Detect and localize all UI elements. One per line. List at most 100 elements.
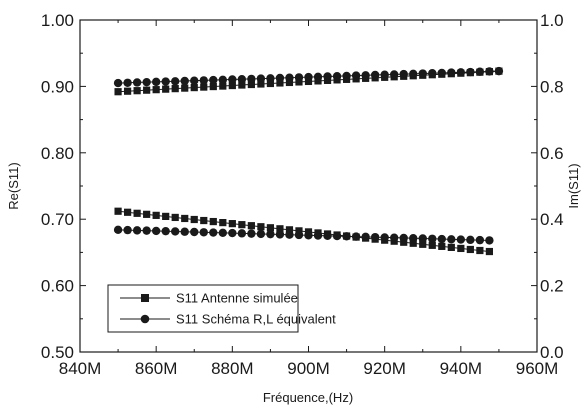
data-point-circle <box>275 73 285 83</box>
data-point-square <box>143 210 151 218</box>
data-point-circle <box>237 229 247 238</box>
data-point-circle <box>190 227 199 237</box>
data-point-square <box>152 86 160 94</box>
data-point-circle <box>190 76 199 85</box>
data-point-circle <box>389 70 399 79</box>
data-point-circle <box>142 226 151 235</box>
y-tick-label-left: 0.70 <box>41 210 74 229</box>
data-point-circle <box>409 69 418 79</box>
data-point-square <box>228 220 236 228</box>
x-tick-label: 860M <box>135 359 178 378</box>
data-point-square <box>114 88 122 96</box>
data-point-square <box>247 80 255 89</box>
y-tick-label-right: 0.0 <box>540 343 564 362</box>
data-point-circle <box>199 76 208 85</box>
y-tick-label-left: 0.90 <box>41 77 74 96</box>
x-tick-label: 960M <box>516 359 559 378</box>
data-point-circle <box>285 73 294 82</box>
data-point-circle <box>342 232 351 241</box>
data-point-square <box>285 78 294 87</box>
data-point-circle <box>256 74 266 83</box>
data-point-circle <box>428 234 437 243</box>
data-point-circle <box>380 233 389 242</box>
x-tick-label: 940M <box>440 359 483 378</box>
data-point-square <box>171 213 179 222</box>
data-point-circle <box>399 69 408 79</box>
data-point-circle <box>132 226 142 235</box>
data-point-square <box>285 226 294 234</box>
data-point-circle <box>209 228 218 237</box>
data-point-circle <box>399 233 408 243</box>
data-point-circle <box>294 73 304 82</box>
data-point-square <box>457 244 465 253</box>
data-point-circle <box>418 69 427 78</box>
data-point-square <box>190 83 198 92</box>
data-point-circle <box>361 232 370 242</box>
data-point-square <box>114 207 122 215</box>
data-point-circle <box>142 77 151 87</box>
data-point-square <box>238 221 246 229</box>
data-point-circle <box>123 225 132 235</box>
data-point-circle <box>228 228 237 238</box>
data-point-square <box>304 77 313 86</box>
data-point-circle <box>428 69 437 78</box>
data-point-square <box>133 209 141 217</box>
x-tick-label: 920M <box>363 359 406 378</box>
data-point-square <box>190 215 198 224</box>
x-axis-label: Fréquence,(Hz) <box>263 390 353 405</box>
x-tick-label: 840M <box>59 359 102 378</box>
data-point-circle <box>228 75 237 84</box>
data-point-square <box>438 242 446 250</box>
data-point-circle <box>247 74 256 84</box>
data-point-circle <box>237 74 247 84</box>
data-point-square <box>409 239 417 247</box>
data-point-circle <box>161 77 170 86</box>
data-marks <box>113 66 504 256</box>
data-point-circle <box>361 71 370 80</box>
data-point-circle <box>209 75 218 85</box>
data-point-square <box>162 212 170 220</box>
data-point-circle <box>456 68 466 77</box>
data-point-circle <box>285 230 294 239</box>
data-point-circle <box>437 234 446 244</box>
data-point-square <box>152 211 160 219</box>
data-point-circle <box>475 235 485 245</box>
legend-label-1: S11 Antenne simulée <box>176 291 298 306</box>
data-point-square <box>247 222 255 230</box>
data-point-circle <box>256 229 266 239</box>
data-point-circle <box>332 72 342 81</box>
y-tick-label-right: 0.8 <box>540 77 564 96</box>
data-point-circle <box>409 234 418 243</box>
data-point-square <box>419 240 427 248</box>
data-point-square <box>476 246 484 255</box>
data-point-square <box>466 245 474 254</box>
legend-label-2: S11 Schéma R,L équivalent <box>176 312 336 327</box>
data-point-circle <box>180 76 189 86</box>
data-point-square <box>200 83 208 91</box>
data-point-square <box>238 81 246 89</box>
data-point-square <box>295 78 303 86</box>
data-point-circle <box>389 233 399 242</box>
legend-marker-circle <box>140 314 150 324</box>
data-point-circle <box>161 226 170 236</box>
data-point-square <box>266 224 275 232</box>
data-point-square <box>276 225 284 233</box>
data-point-square <box>124 87 132 95</box>
y-tick-label-left: 1.00 <box>41 11 74 30</box>
data-point-square <box>400 238 408 246</box>
y-axis-label-right: Im(S11) <box>566 163 581 208</box>
data-point-square <box>171 85 179 93</box>
data-point-square <box>181 214 189 223</box>
data-point-circle <box>351 71 361 80</box>
data-point-square <box>124 208 132 216</box>
data-point-circle <box>494 66 504 76</box>
data-point-square <box>276 79 284 87</box>
data-point-circle <box>123 78 132 87</box>
data-point-circle <box>151 226 161 236</box>
axis-ticks: 840M 860M 880M 900M 920M 940M 960M 0.50 0.60 0.70… <box>41 11 564 378</box>
y-tick-label-right: 0.6 <box>540 144 564 163</box>
data-point-circle <box>113 78 123 88</box>
data-point-circle <box>437 68 446 78</box>
data-point-circle <box>304 231 313 240</box>
